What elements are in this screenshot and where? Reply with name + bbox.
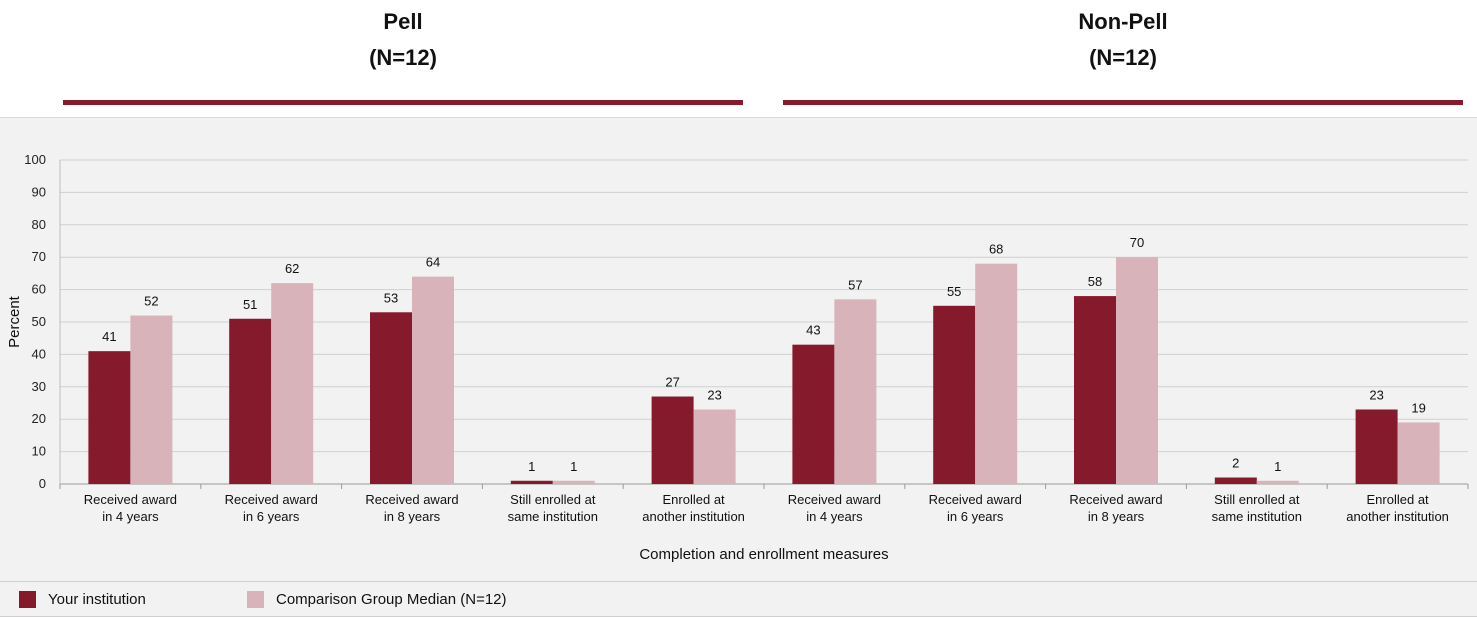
y-tick-label: 90 [32, 184, 46, 199]
y-tick-label: 40 [32, 346, 46, 361]
x-tick-label: Received award [84, 492, 177, 507]
bar-your-institution [933, 305, 976, 484]
legend-label-your-institution: Your institution [48, 590, 146, 608]
bar-your-institution [370, 312, 412, 484]
x-tick-label: another institution [1346, 509, 1449, 524]
data-label: 55 [947, 284, 961, 299]
group-title-non-pell-name: Non-Pell [1078, 9, 1168, 34]
bar-your-institution [792, 344, 835, 484]
data-label: 70 [1130, 235, 1144, 250]
data-label: 68 [989, 242, 1003, 257]
data-label: 62 [285, 261, 299, 276]
bar-your-institution [1074, 296, 1116, 484]
legend: Your institution Comparison Group Median… [0, 581, 1477, 617]
data-label: 57 [848, 277, 862, 292]
x-tick-label: in 4 years [102, 509, 159, 524]
bar-your-institution [651, 396, 694, 484]
x-tick-label: another institution [642, 509, 745, 524]
bar-comparison [130, 315, 173, 484]
y-tick-label: 80 [32, 217, 46, 232]
bar-your-institution [229, 318, 272, 484]
data-label: 41 [102, 329, 116, 344]
bar-comparison [975, 263, 1018, 484]
data-label: 2 [1232, 456, 1239, 471]
x-tick-label: in 4 years [806, 509, 863, 524]
y-tick-label: 30 [32, 379, 46, 394]
data-label: 53 [384, 290, 398, 305]
bar-comparison [834, 299, 877, 484]
y-tick-label: 100 [24, 152, 46, 167]
data-label: 23 [707, 387, 721, 402]
y-tick-label: 0 [39, 476, 46, 491]
x-tick-label: in 6 years [243, 509, 300, 524]
group-title-non-pell: Non-Pell (N=12) [783, 4, 1463, 76]
legend-label-comparison: Comparison Group Median (N=12) [276, 590, 507, 608]
bar-comparison [412, 276, 454, 484]
data-label: 58 [1088, 274, 1102, 289]
y-axis-title: Percent [6, 295, 23, 348]
legend-swatch-comparison [247, 590, 264, 608]
y-tick-label: 70 [32, 249, 46, 264]
data-label: 1 [570, 459, 577, 474]
y-tick-label: 50 [32, 314, 46, 329]
group-title-pell-n: (N=12) [369, 45, 437, 70]
bar-comparison [693, 409, 736, 484]
data-label: 51 [243, 297, 257, 312]
x-tick-label: same institution [1212, 509, 1302, 524]
x-tick-label: in 6 years [947, 509, 1004, 524]
bar-your-institution [1214, 477, 1257, 484]
data-label: 23 [1369, 387, 1383, 402]
y-tick-label: 20 [32, 411, 46, 426]
bar-comparison [271, 283, 314, 484]
bar-your-institution [510, 480, 553, 484]
group-rule-non-pell [783, 100, 1463, 105]
bar-comparison [1116, 257, 1158, 484]
x-tick-label: Enrolled at [663, 492, 726, 507]
y-tick-label: 60 [32, 282, 46, 297]
data-label: 52 [144, 294, 158, 309]
x-tick-label: Received award [788, 492, 881, 507]
x-tick-label: Received award [1069, 492, 1162, 507]
data-label: 19 [1411, 400, 1425, 415]
data-label: 43 [806, 323, 820, 338]
x-tick-label: Still enrolled at [510, 492, 596, 507]
data-label: 64 [426, 255, 440, 270]
x-tick-label: Received award [225, 492, 318, 507]
data-label: 27 [665, 375, 679, 390]
data-label: 1 [1274, 459, 1281, 474]
bar-chart: 0 10 20 30 40 50 60 70 80 90 100 41 52 Received award… [6, 152, 1469, 563]
data-label: 1 [528, 459, 535, 474]
x-tick-label: Received award [929, 492, 1022, 507]
x-axis-title: Completion and enrollment measures [639, 546, 888, 563]
x-tick-label: Enrolled at [1367, 492, 1430, 507]
bar-your-institution [88, 351, 131, 484]
bar-your-institution [1355, 409, 1398, 484]
group-title-non-pell-n: (N=12) [1089, 45, 1157, 70]
x-tick-label: Still enrolled at [1214, 492, 1300, 507]
x-tick-label: in 8 years [1088, 509, 1145, 524]
group-title-pell-name: Pell [383, 9, 423, 34]
x-tick-label: Received award [365, 492, 458, 507]
legend-item-comparison: Comparison Group Median (N=12) [247, 582, 507, 616]
bar-comparison [552, 480, 595, 484]
legend-swatch-your-institution [19, 590, 36, 608]
group-title-pell: Pell (N=12) [63, 4, 743, 76]
y-tick-label: 10 [32, 444, 46, 459]
bar-comparison [1397, 422, 1440, 484]
x-tick-label: in 8 years [384, 509, 441, 524]
x-tick-label: same institution [508, 509, 598, 524]
legend-item-your-institution: Your institution [19, 582, 146, 616]
group-rule-pell [63, 100, 743, 105]
bar-comparison [1256, 480, 1299, 484]
